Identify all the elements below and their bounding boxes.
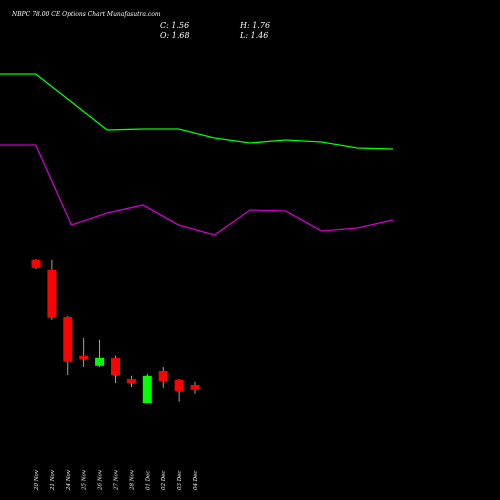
x-tick-label: 28 Nov [129,469,135,491]
x-tick-label: 01 Dec [145,471,151,491]
x-tick-label: 27 Nov [114,469,120,491]
candle-body [79,355,89,359]
x-tick-label: 20 Nov [34,469,40,491]
candle-body [126,379,136,383]
x-tick-label: 25 Nov [82,469,88,491]
x-tick-label: 04 Dec [193,471,199,491]
candle-body [142,375,152,403]
candle-body [190,385,200,390]
x-tick-label: 26 Nov [98,469,104,491]
candle-body [95,357,105,366]
open-label: O: 1.68 [160,31,190,40]
candle-body [47,269,57,318]
candle-body [174,379,184,391]
candle-body [63,317,73,362]
chart-title: NBPC 78.00 CE Options Chart Munafasutra.… [11,11,161,18]
x-tick-label: 02 Dec [161,471,167,491]
candle-body [111,357,120,375]
x-tick-label: 21 Nov [50,469,56,491]
x-tick-label: 03 Dec [177,471,183,491]
indicator-line [0,73,394,150]
x-tick-label: 24 Nov [66,469,72,491]
candle-body [158,371,168,381]
candle-body [31,259,41,268]
close-label: C: 1.56 [160,21,189,30]
low-label: L: 1.46 [239,31,268,40]
high-label: H: 1.76 [239,21,270,30]
indicator-line [0,144,394,236]
